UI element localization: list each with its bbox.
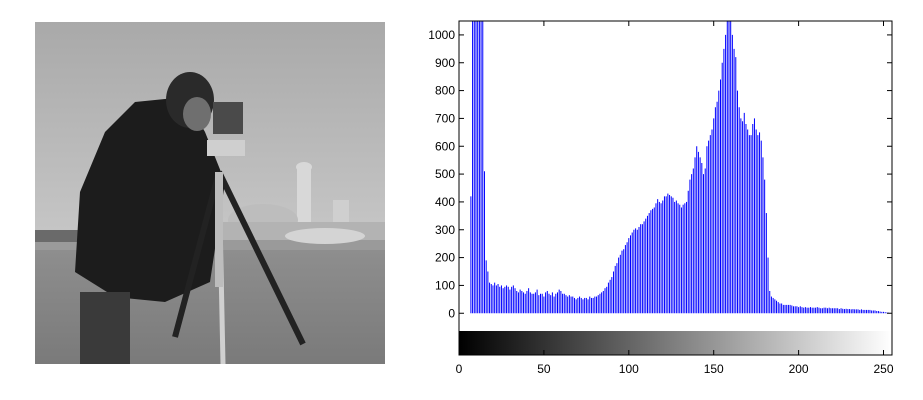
y-tick-label: 400 xyxy=(435,195,455,209)
x-tick-label: 50 xyxy=(537,362,551,376)
x-axis-ticks: 0 50 100 150 200 250 xyxy=(456,21,894,376)
axes-frame xyxy=(458,20,893,356)
x-tick-label: 0 xyxy=(456,362,463,376)
cameraman-photo xyxy=(35,22,385,364)
histogram-bars xyxy=(470,21,891,314)
y-axis-ticks: 0 100 200 300 400 500 600 700 800 900 1000 xyxy=(428,28,892,320)
y-tick-label: 900 xyxy=(435,56,455,70)
y-tick-label: 600 xyxy=(435,139,455,153)
x-tick-label: 100 xyxy=(619,362,639,376)
y-tick-label: 800 xyxy=(435,84,455,98)
x-tick-label: 150 xyxy=(704,362,724,376)
grayscale-colorbar xyxy=(459,331,892,355)
y-tick-label: 300 xyxy=(435,223,455,237)
plot-area xyxy=(459,21,892,355)
x-tick-label: 200 xyxy=(789,362,809,376)
y-tick-label: 500 xyxy=(435,167,455,181)
y-tick-label: 100 xyxy=(435,278,455,292)
y-tick-label: 1000 xyxy=(428,28,455,42)
y-tick-label: 200 xyxy=(435,251,455,265)
y-tick-label: 0 xyxy=(448,306,455,320)
y-tick-label: 700 xyxy=(435,111,455,125)
x-tick-label: 250 xyxy=(873,362,893,376)
photo-icon xyxy=(35,22,385,364)
